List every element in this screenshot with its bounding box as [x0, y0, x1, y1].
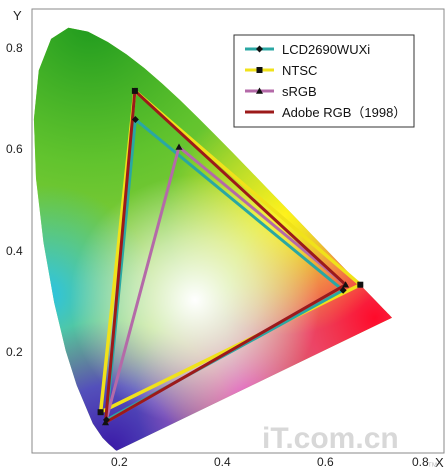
x-axis-label: X: [435, 455, 444, 470]
data-point: [102, 418, 109, 426]
data-point: [342, 281, 350, 288]
legend-keys: [245, 45, 274, 114]
gamut-triangle-ntsc: [98, 87, 364, 416]
legend-label: LCD2690WUXi: [282, 42, 370, 57]
data-point: [357, 281, 364, 288]
watermark-logo: iT.com.cn ™: [262, 422, 438, 473]
x-tick-label: 0.8: [412, 455, 429, 469]
x-tick-label: 0.2: [111, 455, 128, 469]
legend-key-marker: [256, 87, 263, 94]
x-axis: 0.2 0.4 0.6 0.8 X: [111, 455, 444, 470]
legend-label: Adobe RGB（1998）: [282, 105, 406, 120]
y-tick-label: 0.2: [6, 345, 23, 359]
watermark-mark: ™: [427, 461, 438, 473]
data-point: [131, 87, 138, 94]
data-point: [97, 409, 104, 416]
legend: LCD2690WUXi NTSC sRGB Adobe RGB（1998）: [233, 34, 415, 128]
y-tick-label: 0.4: [6, 244, 23, 258]
legend-label: NTSC: [282, 63, 317, 78]
y-tick-label: 0.8: [6, 41, 23, 55]
y-axis-label: Y: [13, 8, 22, 23]
watermark-text: iT.com.cn: [262, 422, 399, 455]
legend-label: sRGB: [282, 84, 317, 99]
gamut-triangle-adobe-rgb-1998: [103, 87, 349, 426]
data-point: [131, 115, 139, 123]
data-point: [339, 286, 347, 294]
y-axis: 0.8 0.6 0.4 0.2 Y: [6, 8, 23, 359]
y-tick-label: 0.6: [6, 142, 23, 156]
legend-key-marker: [256, 67, 263, 73]
data-point: [175, 143, 183, 150]
gamut-series-layer: [97, 87, 364, 426]
x-tick-label: 0.6: [317, 455, 334, 469]
x-tick-label: 0.4: [214, 455, 231, 469]
legend-key-marker: [256, 45, 263, 53]
